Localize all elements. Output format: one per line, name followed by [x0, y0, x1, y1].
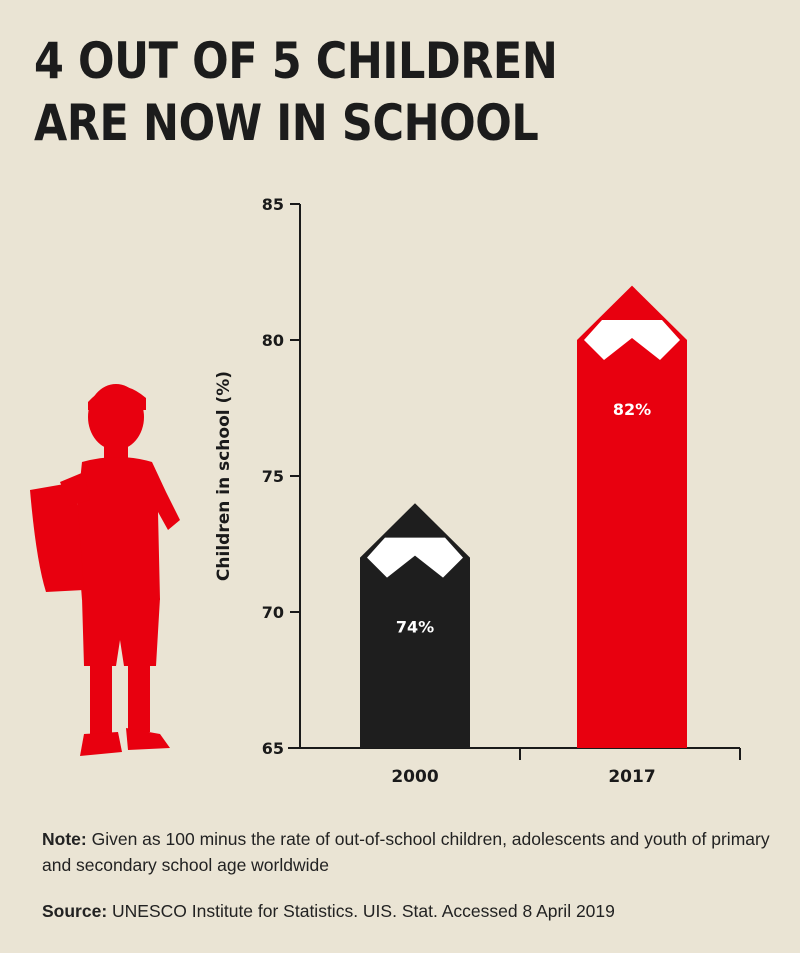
source-text: UNESCO Institute for Statistics. UIS. St…: [107, 901, 615, 921]
bar-2017: [577, 285, 687, 748]
note: Note: Given as 100 minus the rate of out…: [42, 826, 772, 878]
pencil-tip-highlight: [367, 537, 463, 578]
y-tick-label: 85: [262, 195, 284, 214]
source: Source: UNESCO Institute for Statistics.…: [42, 898, 772, 924]
chart-title: 4 OUT OF 5 CHILDREN ARE NOW IN SCHOOL: [34, 30, 670, 154]
note-label: Note:: [42, 829, 87, 849]
x-tick-label: 2017: [608, 767, 655, 787]
y-tick-label: 80: [262, 331, 284, 350]
y-tick-label: 65: [262, 739, 284, 758]
title-line-2: ARE NOW IN SCHOOL: [34, 94, 539, 152]
data-label: 74%: [396, 618, 434, 637]
x-axis: [288, 747, 741, 760]
child-silhouette-icon: [30, 384, 180, 756]
source-label: Source:: [42, 901, 108, 921]
x-tick-label: 2000: [391, 767, 438, 787]
y-axis-label: Children in school (%): [214, 371, 234, 581]
bars: 74% 82%: [360, 285, 687, 748]
y-ticks: 65 70 75 80 85: [262, 195, 300, 758]
data-label: 82%: [613, 400, 651, 419]
bar-chart: 65 70 75 80 85 74% 82% 2000 2017 Children in s…: [30, 195, 741, 787]
x-ticks: 2000 2017: [391, 767, 655, 787]
y-tick-label: 75: [262, 467, 284, 486]
y-tick-label: 70: [262, 603, 284, 622]
title-line-1: 4 OUT OF 5 CHILDREN: [34, 32, 558, 90]
note-text: Given as 100 minus the rate of out-of-sc…: [42, 829, 770, 875]
pencil-tip-highlight: [584, 320, 680, 360]
